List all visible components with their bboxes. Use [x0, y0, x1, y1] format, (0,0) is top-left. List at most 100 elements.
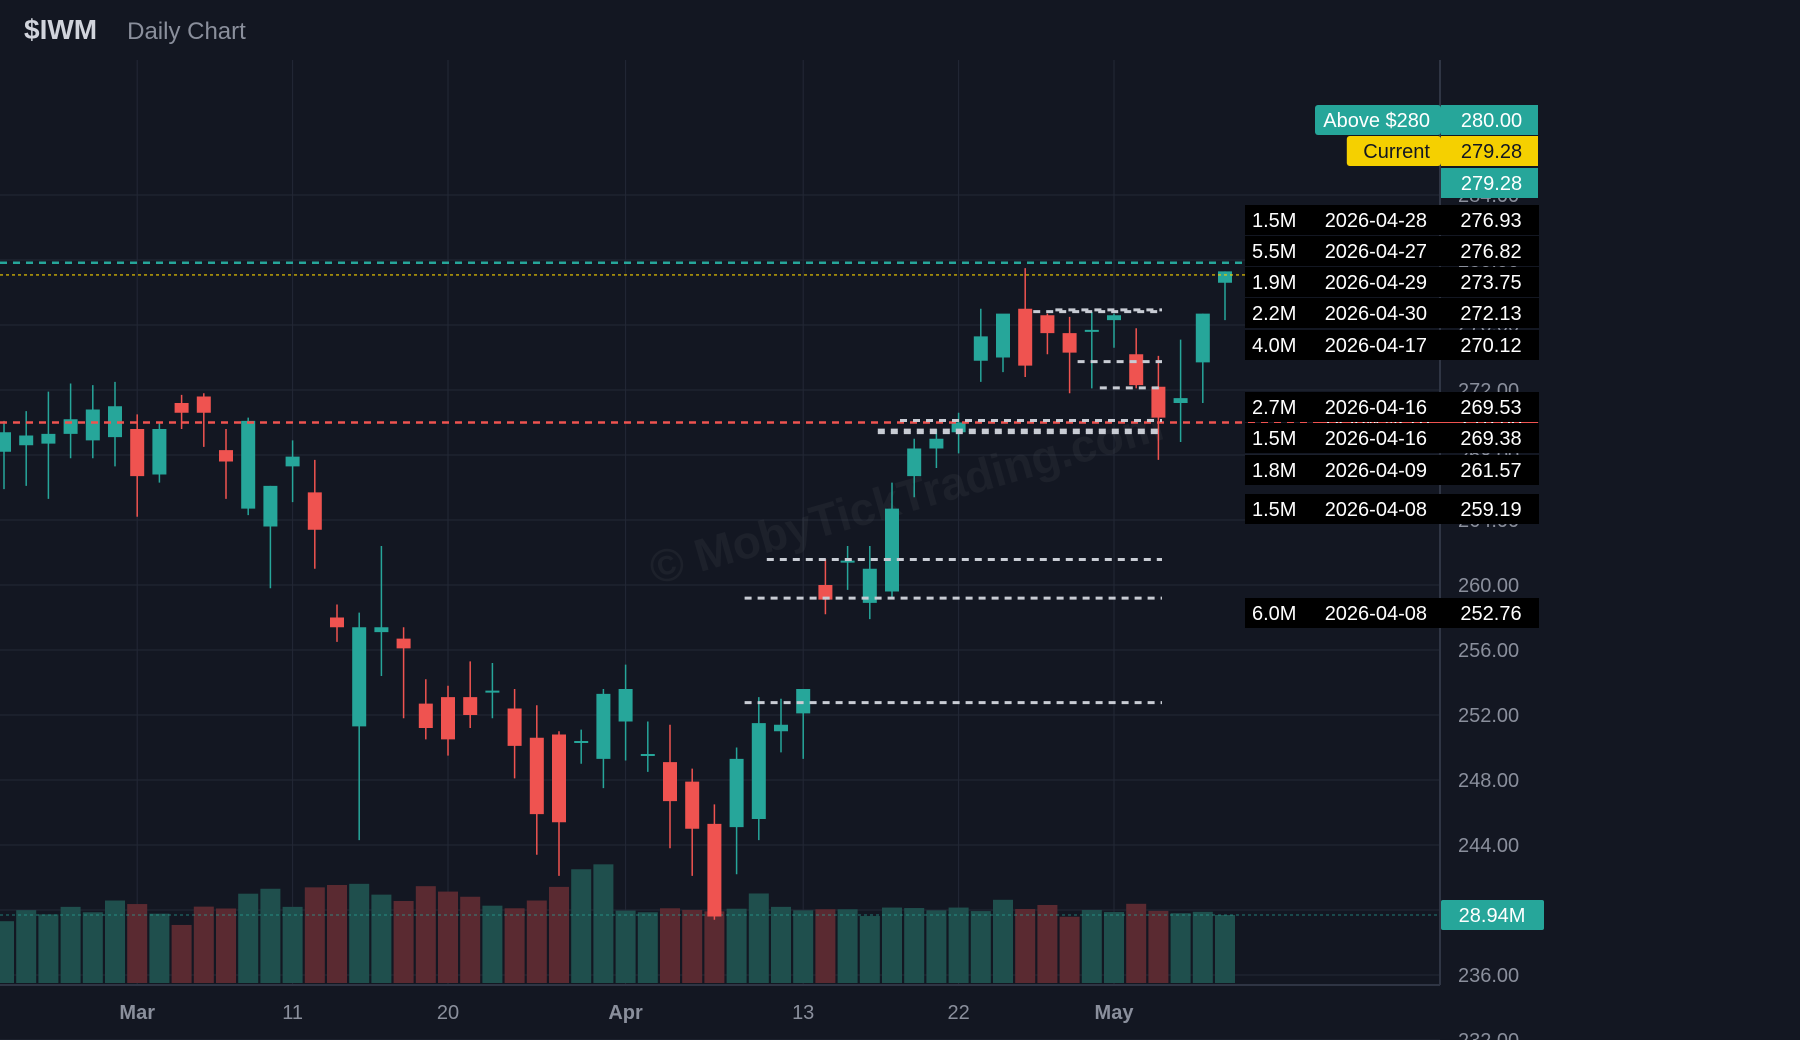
x-tick-label: May — [1095, 1002, 1135, 1024]
candle-body — [108, 406, 122, 438]
candle-body — [507, 708, 522, 746]
candle-body — [130, 429, 145, 477]
candle-body — [219, 450, 233, 462]
candle-body — [996, 313, 1010, 358]
alert-price-label: 279.28 — [1461, 141, 1522, 163]
level-date: 2026-04-09 — [1325, 460, 1427, 482]
candle — [574, 729, 589, 764]
candle — [507, 689, 522, 779]
volume-bar — [748, 893, 769, 983]
x-tick-label: Apr — [608, 1002, 643, 1024]
x-tick-label: 13 — [792, 1002, 814, 1024]
ticker-symbol: $IWM — [24, 14, 98, 45]
grid-lines — [0, 60, 1440, 1040]
candle — [263, 485, 278, 589]
volume-bar — [393, 900, 414, 983]
volume-bar — [438, 891, 458, 983]
volume-bar — [282, 906, 303, 983]
candle-body — [330, 617, 344, 628]
level-volume: 5.5M — [1252, 241, 1296, 263]
candle-body — [663, 762, 677, 802]
candle — [796, 689, 811, 759]
candle — [396, 627, 411, 719]
candle — [1018, 268, 1033, 377]
alert-label: Above $280 — [1323, 110, 1430, 132]
volume-bars — [0, 864, 1235, 983]
candle-body — [729, 758, 744, 828]
volume-bar — [637, 912, 658, 983]
candle — [1129, 328, 1144, 389]
volume-bar — [882, 907, 902, 983]
candle — [1218, 271, 1232, 321]
level-volume: 6.0M — [1252, 603, 1296, 625]
candle-body — [707, 823, 722, 917]
candle — [618, 664, 633, 761]
level-lines — [744, 308, 1162, 705]
level-volume: 1.9M — [1252, 272, 1296, 294]
candle — [374, 546, 389, 676]
candle-body — [640, 754, 655, 756]
horizontal-price-lines — [0, 261, 1440, 424]
volume-bar — [660, 908, 680, 983]
candle — [441, 685, 455, 756]
volume-bar — [105, 900, 125, 983]
volume-bar — [60, 906, 81, 983]
candle-body — [596, 693, 611, 759]
level-volume: 2.2M — [1252, 303, 1296, 325]
candle — [463, 661, 478, 728]
candle — [1062, 316, 1077, 394]
candle — [840, 546, 855, 590]
level-label-box — [1245, 392, 1539, 422]
volume-bar — [349, 883, 370, 983]
volume-bar — [1215, 914, 1235, 983]
candle — [330, 604, 344, 642]
x-tick-label: 22 — [947, 1002, 969, 1024]
level-label-box — [1245, 236, 1539, 266]
candle-body — [685, 781, 700, 829]
level-date: 2026-04-16 — [1325, 397, 1427, 419]
candles — [0, 268, 1232, 920]
volume-bar — [904, 908, 925, 983]
chart-header: $IWM Daily Chart — [24, 14, 246, 54]
candle-body — [862, 568, 877, 603]
candle — [552, 731, 566, 876]
candle-body — [374, 627, 389, 633]
candle-body — [1151, 386, 1166, 418]
volume-bar — [771, 906, 791, 983]
volume-bar — [1104, 912, 1124, 983]
candle-body — [174, 403, 189, 413]
candle — [41, 391, 56, 499]
volume-bar — [837, 909, 858, 983]
volume-bar — [793, 910, 814, 983]
volume-bar — [1170, 913, 1191, 983]
candle-body — [973, 336, 988, 361]
volume-bar — [726, 908, 747, 983]
level-volume: 1.8M — [1252, 460, 1296, 482]
level-price: 272.13 — [1460, 303, 1521, 325]
candle — [685, 768, 700, 876]
alert-price-label-box — [1441, 136, 1538, 166]
candle — [973, 308, 988, 382]
candle-body — [396, 638, 411, 649]
candle — [196, 393, 211, 447]
volume-bar — [571, 869, 592, 983]
candle-body — [618, 689, 633, 722]
candle — [418, 679, 433, 740]
last-price-label-box — [1441, 168, 1538, 198]
candle — [0, 420, 11, 490]
volume-bar — [415, 886, 436, 983]
y-tick-label: 256.00 — [1458, 640, 1519, 662]
level-volume: 4.0M — [1252, 335, 1296, 357]
last-price-label: 279.28 — [1461, 173, 1522, 195]
level-price: 276.93 — [1460, 210, 1521, 232]
candle — [1173, 339, 1188, 442]
volume-bar — [260, 888, 281, 983]
candle-body — [41, 433, 56, 444]
volume-bar — [815, 909, 836, 983]
volume-bar — [615, 910, 636, 983]
volume-bar — [1192, 911, 1213, 983]
volume-bar — [549, 886, 569, 983]
level-volume: 1.5M — [1252, 210, 1296, 232]
